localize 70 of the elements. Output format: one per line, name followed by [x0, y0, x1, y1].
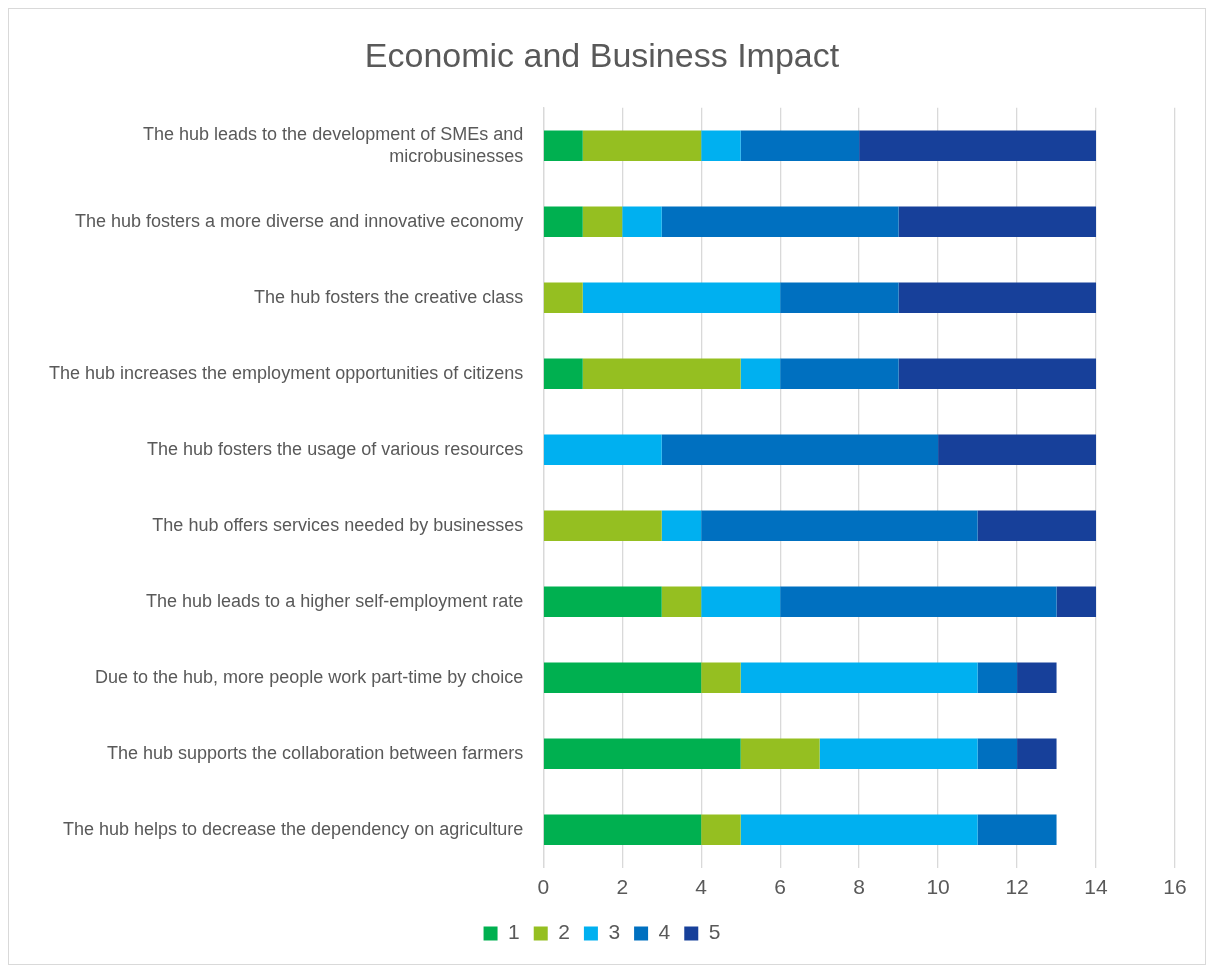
bar: [661, 206, 899, 237]
bar: [582, 206, 623, 237]
y-tick-label: The hub fosters the creative class: [254, 286, 524, 307]
bar: [543, 358, 583, 389]
legend-label: 5: [708, 920, 721, 944]
bar: [543, 586, 662, 617]
bar: [977, 510, 1097, 541]
bar: [543, 662, 702, 693]
bar: [582, 282, 781, 313]
bar: [582, 130, 702, 161]
x-tick-label: 0: [537, 875, 550, 899]
bar: [740, 358, 781, 389]
y-tick-label: The hub fosters a more diverse and innovative economy: [75, 210, 524, 231]
bar: [1056, 586, 1097, 617]
bar: [543, 814, 702, 845]
bar: [819, 738, 978, 769]
legend-label: 3: [608, 920, 621, 944]
y-tick-label: The hub supports the collaboration between farmers: [107, 742, 524, 763]
y-tick-label: The hub leads to the development of SMEs and microbusinesses: [143, 123, 524, 166]
x-tick-label: 14: [1084, 875, 1109, 899]
chart-title: Economic and Business Impact: [364, 35, 840, 74]
y-tick-label: Due to the hub, more people work part-time by choice: [95, 666, 524, 687]
y-tick-label: The hub fosters the usage of various resources: [147, 438, 524, 459]
bar: [543, 130, 583, 161]
y-tick-label: The hub increases the employment opportunities of citizens: [48, 362, 524, 383]
y-tick-label: The hub leads to a higher self-employment rate: [146, 590, 524, 611]
y-tick-label: The hub offers services needed by businesses: [152, 514, 524, 535]
bar: [701, 510, 978, 541]
bar: [701, 586, 781, 617]
y-tick-label: The hub helps to decrease the dependency on agriculture: [62, 818, 524, 839]
bar: [780, 586, 1057, 617]
bar: [701, 662, 741, 693]
bar: [780, 282, 899, 313]
legend-label: 2: [558, 920, 570, 944]
bar: [543, 206, 583, 237]
bar: [977, 738, 1018, 769]
bar: [622, 206, 662, 237]
bar: [898, 282, 1097, 313]
x-tick-label: 16: [1163, 875, 1187, 899]
bar: [701, 814, 741, 845]
bar: [661, 434, 939, 465]
bar: [740, 130, 860, 161]
x-tick-label: 2: [616, 875, 629, 899]
bar: [543, 434, 662, 465]
bar: [740, 662, 978, 693]
bar: [938, 434, 1097, 465]
x-tick-label: 4: [695, 875, 708, 899]
bar: [859, 130, 1097, 161]
x-tick-label: 8: [853, 875, 865, 899]
legend-label: 1: [508, 920, 520, 944]
bar: [1017, 738, 1057, 769]
bar: [740, 738, 820, 769]
bar: [977, 814, 1057, 845]
bar: [661, 586, 702, 617]
bar: [582, 358, 741, 389]
bar: [898, 358, 1097, 389]
bar: [977, 662, 1018, 693]
x-tick-label: 12: [1005, 875, 1029, 899]
bar: [898, 206, 1097, 237]
bar: [701, 130, 741, 161]
bar: [661, 510, 702, 541]
legend-label: 4: [658, 920, 671, 944]
bar: [1017, 662, 1057, 693]
bar: [780, 358, 899, 389]
x-tick-label: 10: [926, 875, 950, 899]
x-tick-label: 6: [774, 875, 786, 899]
bar: [543, 282, 583, 313]
bar: [740, 814, 978, 845]
bar: [543, 738, 741, 769]
bar: [543, 510, 662, 541]
